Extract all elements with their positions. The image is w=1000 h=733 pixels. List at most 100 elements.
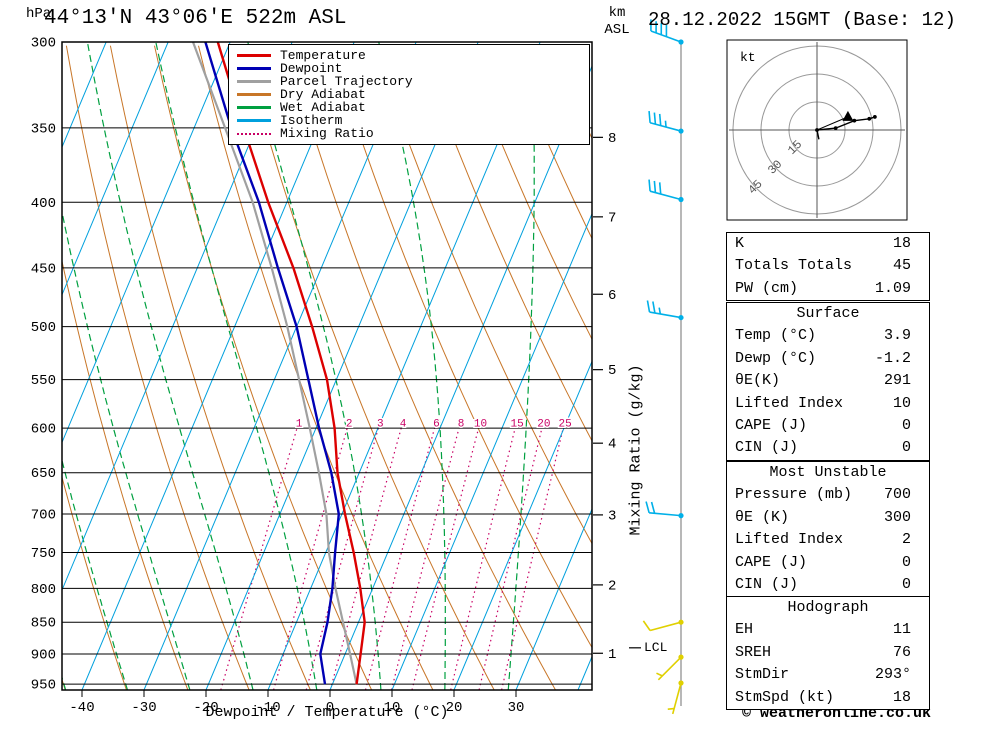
isotherm-line [81,42,355,690]
asl-label: ASL [604,22,630,38]
row-label: K [735,235,745,252]
table-row: θE (K) 300 [727,507,929,529]
wind-barb-column [642,19,684,715]
svg-text:400: 400 [31,196,56,212]
svg-text:700: 700 [31,508,56,524]
row-value: 11 [892,621,911,639]
svg-text:600: 600 [31,422,56,438]
svg-text:-10: -10 [255,700,280,716]
wind-barb [648,111,684,134]
dry-adiabat-line [62,259,189,690]
legend-item-wet-adiabat: Wet Adiabat [237,100,589,115]
svg-text:5: 5 [608,363,616,379]
row-label: Totals Totals [735,257,853,275]
wind-barb [650,19,684,45]
table-row: StmDir 293° [727,664,929,686]
svg-text:650: 650 [31,466,56,482]
table-row: Dewp (°C) -1.2 [727,348,929,370]
temperature-line-swatch [237,54,271,57]
row-label: CIN (J) [735,575,799,593]
table-row: Pressure (mb) 700 [727,484,929,506]
svg-text:4: 4 [400,418,407,430]
row-value: 293° [874,666,911,684]
svg-text:10: 10 [384,700,401,716]
wind-barb [642,619,684,632]
row-value: 1.09 [874,279,911,297]
row-label: Dewp (°C) [735,349,817,367]
row-label: CAPE (J) [735,553,808,571]
table-row: CIN (J) 0 [727,574,929,596]
row-value: 700 [883,486,911,504]
parcel-line-swatch [237,80,271,83]
svg-text:4: 4 [608,437,616,453]
svg-text:750: 750 [31,546,56,562]
svg-text:0: 0 [326,700,334,716]
dry-adiabat-line [418,45,592,442]
row-value: 18 [892,688,911,706]
svg-text:1: 1 [608,647,616,663]
svg-text:-40: -40 [69,700,94,716]
isotherm-line-swatch [237,119,271,122]
svg-text:500: 500 [31,320,56,336]
mixing-ratio-line-swatch [237,132,271,135]
table-row: Totals Totals 45 [727,255,929,277]
row-label: CIN (J) [735,439,799,457]
mixing-ratio-line [364,428,436,690]
dry-adiabat-line [62,475,128,690]
row-label: EH [735,621,754,639]
svg-text:6: 6 [433,418,440,430]
dry-adiabat-line-swatch [237,93,271,96]
isotherm-line [391,212,592,690]
row-value: 3.9 [883,327,911,345]
isotherm-line [267,42,541,690]
table-row: CAPE (J) 0 [727,415,929,437]
temperature-curve [216,42,366,685]
svg-text:550: 550 [31,373,56,389]
table-row: CIN (J) 0 [727,437,929,459]
altitude-axis: 1 2 3 4 5 6 7 8 [593,131,641,663]
svg-text:800: 800 [31,582,56,598]
svg-text:2: 2 [608,578,616,594]
dry-adiabat-line [462,45,592,341]
legend-item-dewpoint: Dewpoint [237,61,589,76]
indices-table: K 18 Totals Totals 45 PW (cm) 1.09 [726,232,930,302]
parcel-trajectory-curve [191,42,358,685]
table-header: Hodograph [787,599,869,616]
row-label: Pressure (mb) [735,486,853,504]
svg-text:15: 15 [510,418,523,430]
row-value: 18 [892,235,911,252]
row-label: θE(K) [735,372,781,390]
table-row: SREH 76 [727,642,929,664]
isotherm-line [453,360,592,690]
wind-barb [645,501,684,519]
km-label: km [608,5,626,21]
row-label: θE (K) [735,508,790,526]
dewpoint-line-swatch [237,67,271,70]
date-title: 28.12.2022 15GMT (Base: 12) [648,9,956,31]
svg-text:850: 850 [31,616,56,632]
svg-text:-30: -30 [131,700,156,716]
row-label: CAPE (J) [735,416,808,434]
svg-text:8: 8 [458,418,465,430]
row-value: 0 [901,439,911,457]
table-row: CAPE (J) 0 [727,552,929,574]
svg-text:25: 25 [559,418,572,430]
hodograph-table: Hodograph EH 11 SREH 76 StmDir 293° StmSpd … [726,596,930,710]
isotherm-line [515,507,592,690]
table-row: EH 11 [727,619,929,641]
dry-adiabat-line [242,45,495,690]
dry-adiabat-line [374,45,592,545]
legend-item-temperature: Temperature [237,48,589,63]
wet-adiabat-line [62,458,129,690]
legend-label: Temperature [280,48,366,63]
plot-frame [61,41,593,691]
row-label: StmSpd (kt) [735,688,835,706]
svg-text:1: 1 [296,418,303,430]
altitude-axis-unit: km ASL [594,5,640,39]
row-value: 0 [901,553,911,571]
svg-text:950: 950 [31,678,56,694]
dry-adiabat-line [330,45,592,649]
row-label: Lifted Index [735,531,844,549]
legend-item-mixing-ratio: Mixing Ratio [237,126,589,141]
